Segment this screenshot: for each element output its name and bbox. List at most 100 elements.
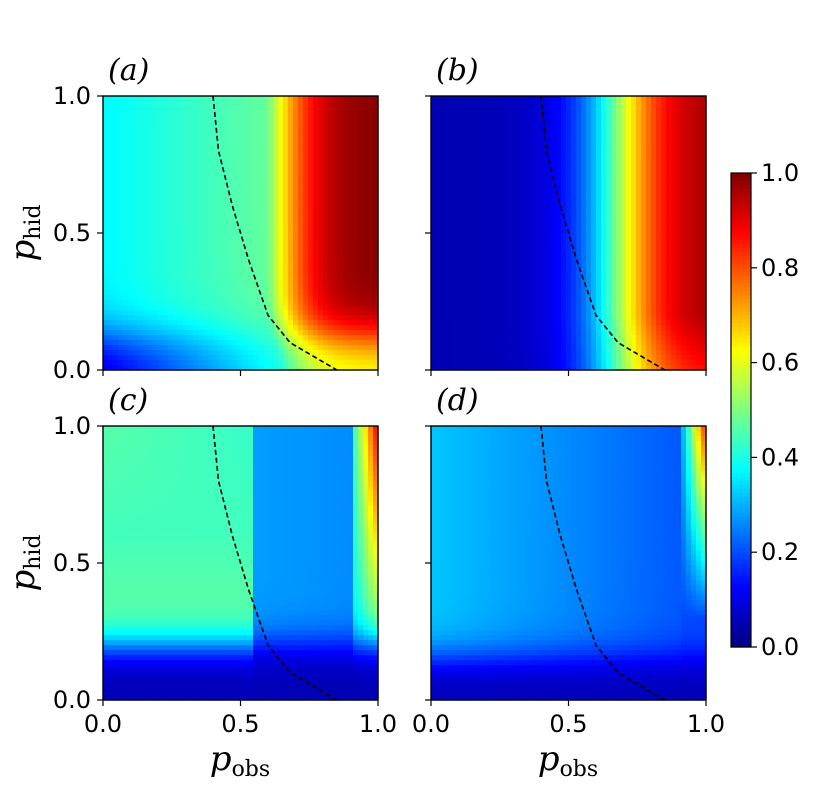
heatmap-cell [566,330,572,336]
heatmap-cell [586,275,592,281]
heatmap-cell [178,260,184,266]
heatmap-cell [328,240,334,247]
heatmap-cell [461,260,467,266]
heatmap-cell [253,300,259,306]
heatmap-cell [153,140,159,147]
heatmap-cell [571,235,577,242]
heatmap-cell [456,250,462,257]
heatmap-cell [298,345,304,351]
heatmap-cell [148,260,154,266]
heatmap-cell [471,160,477,167]
heatmap-cell [298,235,304,242]
heatmap-cell [148,115,154,122]
heatmap-cell [133,140,139,147]
heatmap-cell [353,265,359,271]
heatmap-cell [153,125,159,132]
heatmap-cell [456,160,462,167]
heatmap-cell [471,140,477,147]
heatmap-cell [118,365,124,371]
heatmap-cell [298,120,304,127]
heatmap-cell [118,315,124,321]
heatmap-cell [178,295,184,301]
heatmap-cell [431,180,437,187]
heatmap-cell [551,185,557,192]
heatmap-cell [178,105,184,112]
heatmap-cell [521,365,527,371]
heatmap-cell [501,120,507,127]
heatmap-cell [213,260,219,266]
heatmap-cell [123,340,129,346]
heatmap-cell [516,360,522,366]
heatmap-cell [446,295,452,301]
heatmap-cell [108,150,114,157]
heatmap-cell [466,165,472,172]
heatmap-cell [293,200,299,207]
heatmap-cell [178,325,184,331]
heatmap-cell [373,335,379,341]
heatmap-cell [243,275,249,281]
heatmap-cell [491,185,497,192]
heatmap-cell [441,325,447,331]
heatmap-cell [293,230,299,237]
heatmap-cell [138,200,144,207]
heatmap-cell [506,150,512,157]
heatmap-cell [203,150,209,157]
heatmap-cell [168,190,174,197]
heatmap-cell [113,100,119,107]
heatmap-cell [451,320,457,326]
heatmap-cell [511,200,517,207]
heatmap-cell [118,335,124,341]
heatmap-cell [486,105,492,112]
heatmap-cell [173,330,179,336]
heatmap-cell [353,240,359,247]
heatmap-cell [521,135,527,142]
heatmap-cell [108,310,114,316]
heatmap-cell [451,160,457,167]
heatmap-cell [476,285,482,291]
heatmap-cell [283,130,289,137]
heatmap-cell [203,130,209,137]
heatmap-cell [178,275,184,281]
heatmap-cell [203,265,209,271]
heatmap-cell [521,215,527,222]
heatmap-cell [318,200,324,207]
heatmap-cell [228,270,234,276]
heatmap-cell [208,245,214,252]
heatmap-cell [541,190,547,197]
heatmap-cell [446,220,452,227]
heatmap-cell [526,245,532,252]
heatmap-cell [343,160,349,167]
heatmap-cell [313,305,319,311]
heatmap-cell [476,265,482,271]
heatmap-cell [486,145,492,152]
heatmap-cell [113,220,119,227]
heatmap-cell [133,190,139,197]
heatmap-cell [461,190,467,197]
heatmap-cell [308,225,314,232]
heatmap-cell [313,190,319,197]
heatmap-cell [506,245,512,252]
heatmap-cell [143,325,149,331]
heatmap-cell [481,275,487,281]
heatmap-cell [178,285,184,291]
heatmap-cell [541,330,547,336]
heatmap-cell [531,280,537,286]
heatmap-cell [118,320,124,326]
heatmap-cell [556,170,562,177]
heatmap-cell [133,145,139,152]
heatmap-cell [536,205,542,212]
heatmap-cell [143,305,149,311]
heatmap-cell [153,165,159,172]
heatmap-cell [606,125,612,132]
heatmap-cell [203,210,209,217]
heatmap-cell [333,190,339,197]
heatmap-cell [586,335,592,341]
heatmap-cell [596,245,602,252]
heatmap-cell [373,200,379,207]
heatmap-cell [486,260,492,266]
heatmap-cell [546,220,552,227]
heatmap-cell [268,215,274,222]
heatmap-cell [353,215,359,222]
heatmap-cell [546,280,552,286]
heatmap-cell [183,190,189,197]
